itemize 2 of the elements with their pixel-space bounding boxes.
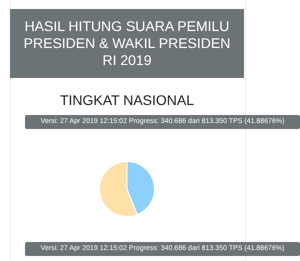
chart-title: HASIL HITUNG SUARA PEMILU PRESIDEN & WAKIL PRESIDEN RI 2019 [10, 9, 244, 78]
chart-subtitle: TINGKAT NASIONAL [58, 92, 196, 108]
